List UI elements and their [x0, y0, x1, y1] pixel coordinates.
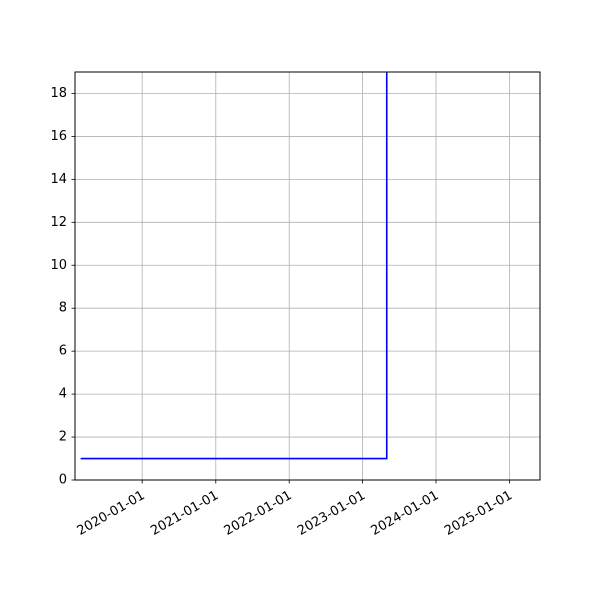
grid-layer — [75, 72, 540, 481]
y-tick-label: 8 — [59, 301, 67, 316]
y-tick-label: 12 — [50, 215, 67, 230]
x-tick-label: 2020-01-01 — [75, 488, 148, 539]
series-step-line — [80, 72, 388, 460]
x-tick-label: 2021-01-01 — [148, 488, 221, 539]
series-layer — [80, 72, 388, 460]
ticks-layer: 0 2 4 6 8 10 12 14 16 18 2020-01-01 2021-01-01 2022-… — [50, 86, 515, 539]
y-tick-label: 14 — [50, 172, 67, 187]
axes-layer — [74, 71, 541, 481]
y-tick-label: 18 — [50, 86, 67, 101]
plot-frame — [74, 71, 541, 481]
x-tick-label: 2025-01-01 — [442, 488, 515, 539]
x-tick-label: 2024-01-01 — [368, 488, 441, 539]
y-tick-label: 0 — [59, 473, 67, 488]
x-tick-label: 2022-01-01 — [222, 488, 295, 539]
y-tick-label: 10 — [50, 258, 67, 273]
y-tick-label: 6 — [59, 344, 67, 359]
y-tick-label: 4 — [59, 387, 67, 402]
x-tick-label: 2023-01-01 — [295, 488, 368, 539]
y-tick-label: 2 — [59, 430, 67, 445]
y-tick-label: 16 — [50, 129, 67, 144]
